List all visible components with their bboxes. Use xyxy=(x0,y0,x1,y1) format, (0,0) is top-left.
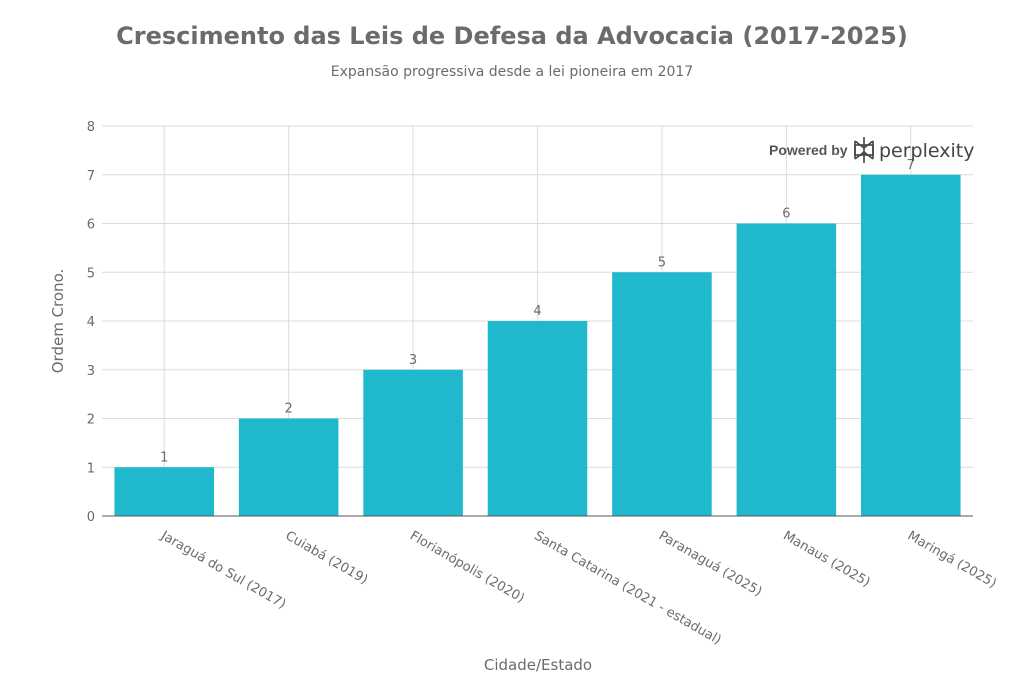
chart-title: Crescimento das Leis de Defesa da Advoca… xyxy=(116,22,908,50)
bar[interactable] xyxy=(487,321,588,516)
perplexity-brand-name: perplexity xyxy=(879,140,974,162)
y-tick-label: 3 xyxy=(87,364,95,379)
chart-subtitle: Expansão progressiva desde a lei pioneir… xyxy=(331,64,693,80)
x-axis-title: Cidade/Estado xyxy=(484,656,592,674)
powered-by-label: Powered by xyxy=(769,142,848,158)
bar[interactable] xyxy=(238,418,339,517)
bar[interactable] xyxy=(736,223,837,517)
y-tick-label: 6 xyxy=(87,218,95,233)
y-tick-label: 2 xyxy=(87,413,95,428)
perplexity-logo-icon xyxy=(854,137,874,163)
bar-value-label: 5 xyxy=(658,255,666,270)
x-tick-label: Florianópolis (2020) xyxy=(407,528,527,606)
x-tick-label: Jaraguá do Sul (2017) xyxy=(157,528,288,612)
x-tick-label: Paranaguá (2025) xyxy=(656,528,764,599)
bar-value-label: 1 xyxy=(160,450,168,465)
x-tick-label: Cuiabá (2019) xyxy=(283,528,371,587)
y-tick-label: 5 xyxy=(87,266,95,281)
data-labels: 1 2 3 4 5 6 7 xyxy=(160,158,915,466)
x-axis-ticks: Jaraguá do Sul (2017)Cuiabá (2019) Floria… xyxy=(157,528,999,648)
bar[interactable] xyxy=(114,467,214,516)
y-tick-label: 0 xyxy=(87,510,95,525)
bar[interactable] xyxy=(612,272,712,516)
bar[interactable] xyxy=(861,174,961,516)
y-axis-title: Ordem Crono. xyxy=(49,269,67,374)
bar-value-label: 7 xyxy=(907,158,915,173)
bar-value-label: 4 xyxy=(533,304,541,319)
y-axis-ticks: 0 1 2 3 4 5 6 7 8 xyxy=(87,120,95,525)
bar-value-label: 6 xyxy=(782,207,790,222)
bar-value-label: 2 xyxy=(285,402,293,417)
y-tick-label: 8 xyxy=(87,120,95,135)
y-tick-label: 4 xyxy=(87,315,95,330)
bar[interactable] xyxy=(363,369,463,516)
powered-by-badge[interactable]: Powered by perplexity xyxy=(769,137,974,163)
y-tick-label: 1 xyxy=(87,461,95,476)
y-tick-label: 7 xyxy=(87,169,95,184)
x-tick-label: Maringá (2025) xyxy=(905,528,999,591)
bar-value-label: 3 xyxy=(409,353,417,368)
bars xyxy=(114,174,961,517)
x-tick-label: Manaus (2025) xyxy=(780,528,872,590)
